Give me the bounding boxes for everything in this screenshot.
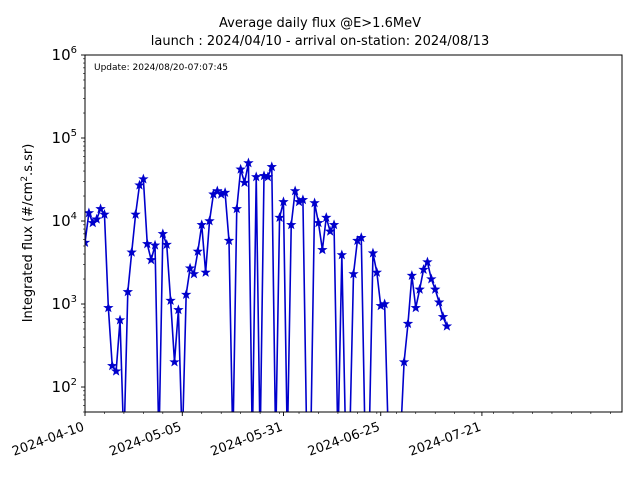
series-layer [85, 157, 453, 412]
y-tick-label: 102 [52, 377, 77, 396]
chart-subtitle: launch : 2024/04/10 - arrival on-station… [150, 34, 490, 49]
data-point [114, 314, 126, 325]
data-point [107, 360, 118, 371]
y-tick-label: 103 [52, 294, 77, 313]
data-point [286, 219, 297, 230]
x-tick-label: 2024-06-25 [306, 420, 382, 460]
data-point [406, 270, 418, 281]
data-point [91, 213, 102, 224]
data-point [289, 185, 301, 196]
data-point [422, 256, 433, 267]
y-tick-label: 104 [52, 211, 77, 230]
data-point [169, 356, 180, 367]
data-point [426, 273, 437, 284]
data-point [219, 187, 231, 198]
chart-title: Average daily flux @E>1.6MeV [219, 16, 421, 31]
data-point [251, 171, 262, 182]
data-point [149, 239, 161, 250]
data-point [321, 212, 332, 222]
data-point [356, 232, 367, 243]
data-point [398, 356, 410, 367]
data-point [134, 179, 145, 190]
data-point [402, 318, 414, 329]
data-point [309, 197, 320, 208]
data-point [200, 266, 211, 277]
data-point [192, 245, 204, 256]
data-point [99, 208, 110, 219]
data-point [142, 238, 153, 249]
data-point [297, 194, 309, 205]
data-point [371, 266, 383, 277]
data-point [348, 268, 359, 279]
data-point [235, 163, 246, 174]
data-point [274, 212, 285, 222]
data-point [180, 289, 192, 299]
data-point [317, 244, 328, 255]
data-point [441, 320, 453, 331]
data-point [410, 302, 421, 313]
series-line [85, 162, 448, 412]
data-point [278, 196, 289, 207]
data-point [243, 157, 254, 168]
data-point [414, 283, 425, 294]
data-point [157, 228, 169, 239]
update-timestamp: Update: 2024/08/20-07:07:45 [94, 63, 229, 73]
data-point [85, 237, 91, 247]
axes-layer: 102 103 104 105 106 2024-04-10 2024-05-05 2024-… [10, 45, 611, 460]
data-point [336, 249, 348, 260]
data-point [433, 296, 445, 307]
data-point [161, 239, 172, 250]
data-point [430, 283, 441, 294]
data-point [165, 295, 176, 306]
x-tick-label: 2024-07-21 [407, 420, 483, 460]
x-tick-label: 2024-05-05 [108, 420, 184, 460]
data-point [126, 246, 137, 257]
data-point [266, 161, 277, 172]
data-point [138, 173, 149, 184]
data-point [418, 264, 429, 274]
data-point [145, 254, 157, 265]
data-point [313, 217, 324, 228]
plot-frame [84, 54, 623, 413]
x-tick-label: 2024-04-10 [10, 420, 86, 460]
data-point [239, 177, 250, 188]
data-point [231, 203, 242, 214]
data-point [184, 262, 196, 273]
y-tick-label: 106 [52, 45, 77, 64]
data-point [85, 207, 95, 218]
data-point [223, 235, 235, 246]
data-point [110, 365, 122, 376]
data-point [262, 171, 274, 182]
data-point [204, 215, 215, 226]
x-tick-label: 2024-05-31 [209, 420, 285, 460]
data-point [103, 302, 114, 313]
data-point [437, 311, 449, 322]
data-point [188, 268, 200, 279]
data-point [324, 225, 336, 236]
data-point [130, 208, 141, 219]
data-point [95, 203, 106, 214]
data-point [196, 219, 207, 230]
data-point [379, 298, 390, 309]
data-point [122, 286, 134, 297]
data-point [173, 304, 184, 315]
data-point [367, 247, 379, 258]
data-point [328, 219, 340, 230]
y-tick-label: 105 [52, 128, 77, 147]
